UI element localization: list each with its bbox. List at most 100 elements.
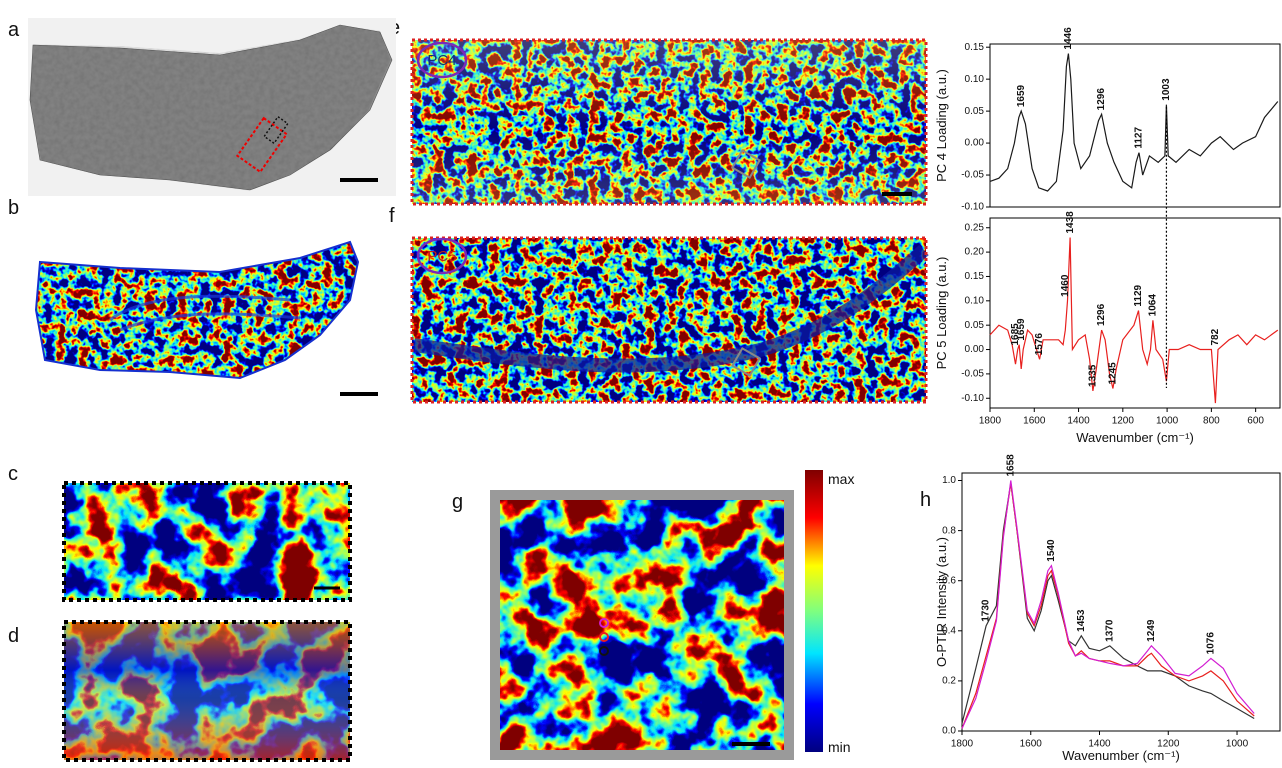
y-tick-label: -0.05 [961,170,984,181]
x-tick-label: 1600 [1023,416,1046,427]
spectrum-line [989,53,1279,192]
y-tick-label: 0.10 [965,74,985,85]
y-tick-label: 0.2 [942,676,956,687]
image-border [62,481,352,602]
map-image [36,242,358,378]
panel-label: a [8,19,20,41]
cell-layer [413,244,929,373]
image-border [410,38,928,206]
tissue-map [36,242,358,378]
plot-frame [989,217,1281,409]
y-tick-label: 0.8 [942,525,956,536]
x-tick-label: 1400 [1067,416,1090,427]
y-tick-label: 0.4 [942,625,956,636]
x-tick-label: 1600 [1020,739,1043,750]
y-tick-label: -0.10 [961,393,984,404]
x-tick-label: 1200 [1112,416,1135,427]
peak-label: 1249 [1146,619,1157,642]
peak-label: 1685 [1010,323,1021,346]
peak-label: 1296 [1096,88,1107,111]
x-tick-label: 1400 [1088,739,1111,750]
image-border [410,236,928,404]
spectrum-line [961,480,1255,729]
panel-label: b [8,197,19,219]
map-image [412,238,926,402]
y-tick-label: 0.10 [965,295,985,306]
y-tick-label: 0.25 [965,222,985,233]
peak-label: 1003 [1161,78,1172,101]
x-tick-label: 1000 [1226,739,1249,750]
y-tick-label: 0.00 [965,344,985,355]
peak-label: 1245 [1108,362,1119,385]
peak-label: 1730 [981,599,992,622]
peak-label: 1296 [1096,303,1107,326]
y-tick-label: -0.05 [961,369,984,380]
plot-frame [989,43,1281,208]
peak-label: 1127 [1134,127,1145,149]
peak-label: 1576 [1034,333,1045,356]
peak-label: 1064 [1148,294,1159,317]
peak-label: 1446 [1063,27,1074,50]
y-tick-label: 0.05 [965,320,985,331]
map-image [64,483,350,600]
x-tick-label: 1800 [979,416,1002,427]
structure [109,294,301,332]
x-tick-label: 800 [1203,416,1220,427]
roi-box [730,148,762,180]
panel-label: d [8,625,19,647]
map-overlay [64,622,350,760]
map-label: PC5 [427,248,456,265]
roi-box [730,346,762,378]
y-axis-label: PC 5 Loading (a.u.) [934,257,949,370]
spot-marker [599,618,609,628]
peak-label: 1370 [1104,619,1115,642]
panel-label: f [389,205,395,227]
peak-label: 1659 [1016,318,1027,341]
spectrum-line [989,237,1279,404]
label-ellipse [416,41,468,79]
charts: -0.10 -0.05 0.00 0.05 0.10 0.15 PC 4 Loading (… [934,27,1281,763]
peak-label: 1659 [1016,84,1027,107]
label-ellipse [416,237,468,275]
map-label: PC4 [427,52,456,69]
colorbar [805,470,823,752]
y-tick-label: 0.15 [965,271,985,282]
panel-label: h [920,489,931,511]
x-tick-label: 600 [1247,416,1264,427]
image-border [62,620,352,762]
tissue-outline [34,240,360,380]
peak-label: 1335 [1088,364,1099,387]
y-axis-label: O-PTIR Intensity (a.u.) [934,537,949,667]
roi-box [235,116,289,174]
panel-label: g [452,491,463,513]
y-tick-label: 0.20 [965,247,985,258]
x-tick-label: 1800 [951,739,974,750]
x-axis-label: Wavenumber (cm⁻¹) [1076,430,1194,445]
y-tick-label: 0.05 [965,106,985,117]
y-tick-label: 0.6 [942,575,956,586]
peak-label: 1076 [1206,632,1217,655]
map-overlay [412,40,926,204]
peak-label: 1438 [1065,211,1076,234]
peak-label: 1453 [1076,609,1087,632]
spot-marker [599,646,609,656]
panel-label: c [8,463,18,485]
y-tick-label: -0.10 [961,202,984,213]
colorbar-label: max [828,471,854,487]
peak-label: 1658 [1005,454,1016,477]
y-tick-label: 0.15 [965,42,985,53]
peak-label: 782 [1210,328,1221,345]
peak-label: 1540 [1046,539,1057,562]
peak-label: 1129 [1133,284,1144,306]
y-tick-label: 0.0 [942,726,956,737]
x-axis-label: Wavenumber (cm⁻¹) [1062,748,1180,763]
spot-marker [599,632,609,642]
y-tick-label: 1.0 [942,475,956,486]
plot-frame [961,472,1281,732]
peak-label: 1460 [1060,274,1071,297]
y-axis-label: PC 4 Loading (a.u.) [934,69,949,182]
colorbar-label: min [828,739,851,755]
map-image [500,500,784,750]
x-tick-label: 1200 [1157,739,1180,750]
